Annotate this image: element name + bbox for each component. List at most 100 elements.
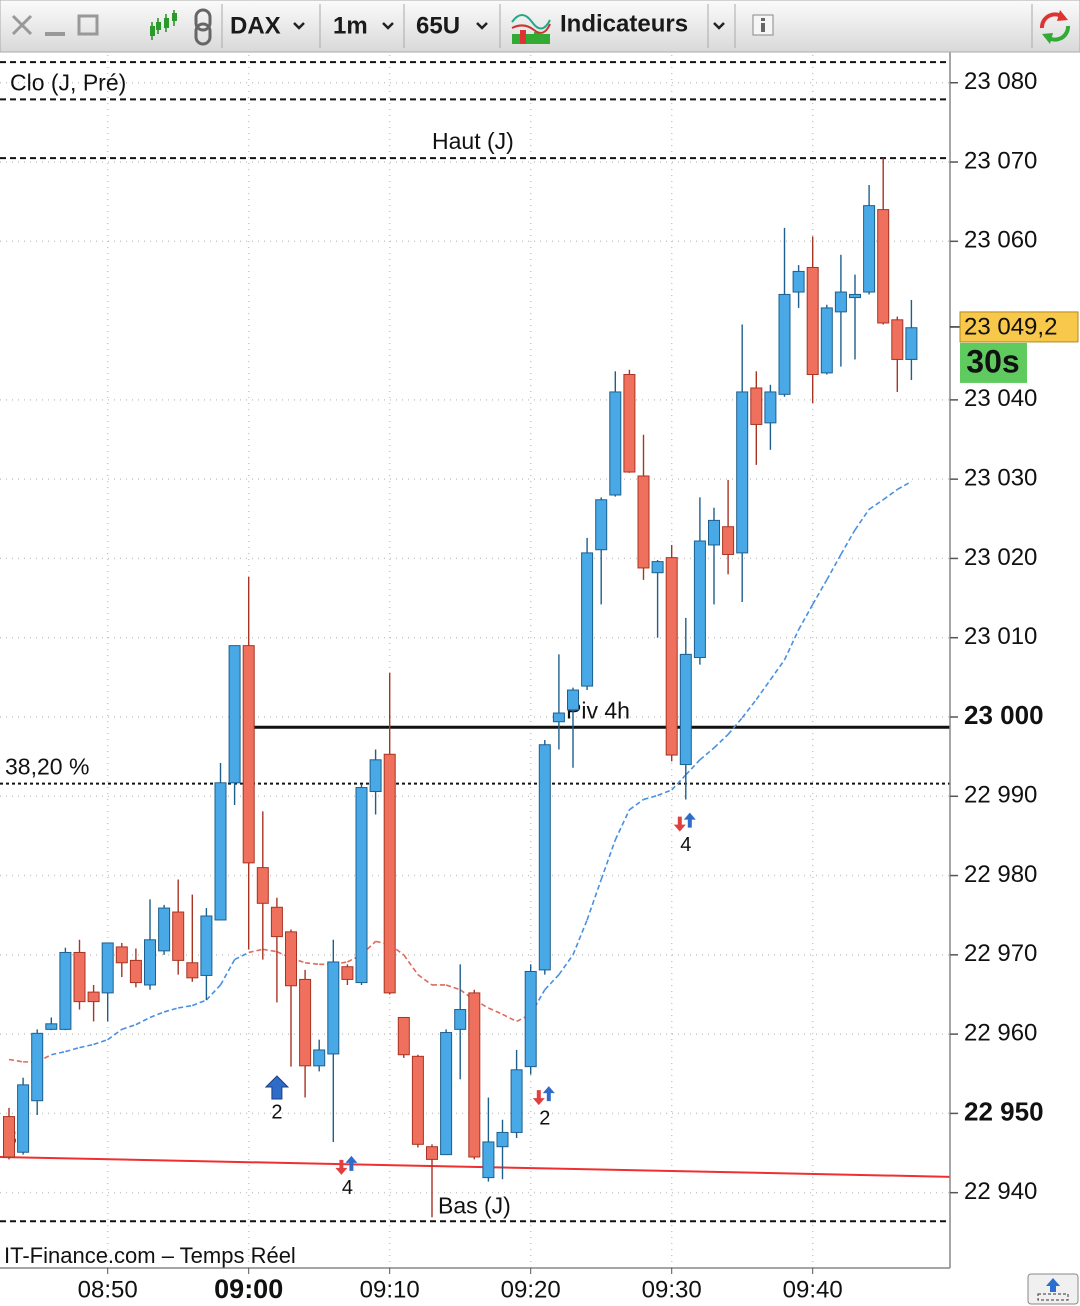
moving-average-segment	[149, 1011, 165, 1019]
moving-average-segment	[445, 984, 461, 991]
candle-body	[3, 1116, 15, 1158]
candle-body	[200, 915, 213, 976]
candle-body	[736, 391, 749, 554]
y-tick-label: 23 040	[964, 385, 1037, 412]
candle-body	[59, 951, 72, 1030]
candle-body	[722, 526, 735, 555]
moving-average-segment	[826, 554, 842, 581]
candle-body	[411, 1055, 424, 1145]
moving-average-segment	[488, 1007, 503, 1016]
candle-body	[496, 1131, 509, 1148]
moving-average-segment	[262, 948, 278, 953]
info-button[interactable]	[752, 14, 774, 36]
refresh-button[interactable]	[1040, 10, 1070, 44]
units-dropdown[interactable]: 65U	[416, 12, 488, 39]
candle-body	[341, 966, 354, 980]
candle-body	[426, 1146, 438, 1160]
signal-arrow-up	[264, 1075, 290, 1100]
moving-average-segment	[107, 1028, 123, 1041]
y-tick-label: 22 960	[964, 1019, 1037, 1046]
moving-average-segment	[797, 604, 814, 631]
indicators: Indicateurs	[560, 10, 688, 37]
candle-body	[214, 782, 227, 921]
level-label: Haut (J)	[432, 128, 514, 154]
moving-average-segment	[713, 733, 729, 749]
candle-body	[820, 307, 833, 374]
x-tick-label: 08:50	[78, 1276, 138, 1303]
candle-body	[101, 942, 114, 994]
footer-source: IT-Finance.com – Temps Réel	[4, 1243, 296, 1268]
moving-average-segment	[459, 989, 475, 1001]
chart-type-button[interactable]	[150, 10, 177, 40]
timer-box	[960, 342, 1027, 383]
candle-body	[581, 552, 594, 687]
moving-average-segment	[135, 1016, 151, 1026]
candle-body	[440, 1032, 453, 1156]
candle-body	[623, 374, 636, 473]
level-label: Bas (J)	[438, 1192, 511, 1218]
candle-body	[708, 519, 720, 546]
candle-body	[115, 946, 128, 964]
y-tick-label: 22 970	[964, 940, 1037, 967]
candle-body	[510, 1069, 523, 1133]
symbol-dropdown[interactable]: DAX	[230, 12, 305, 39]
scroll-button[interactable]	[1027, 1273, 1079, 1305]
signal-arrow-down	[532, 1090, 545, 1106]
maximize-button[interactable]	[77, 14, 99, 36]
candle-body	[863, 205, 876, 293]
moving-average-segment	[163, 1007, 179, 1013]
moving-average-segment	[347, 954, 362, 963]
link-button[interactable]	[194, 8, 212, 46]
x-tick-label: 09:40	[783, 1276, 843, 1303]
moving-average-segment	[544, 974, 560, 991]
moving-average-segment	[685, 759, 701, 776]
candle-body	[609, 391, 622, 496]
candle-body	[834, 291, 847, 313]
moving-average-segment	[769, 659, 786, 681]
candle-body	[792, 270, 805, 293]
moving-average-segment	[643, 794, 658, 801]
candle-body	[87, 991, 100, 1003]
moving-average-segment	[572, 919, 588, 956]
signal-arrow-up	[683, 812, 696, 828]
close-button[interactable]	[11, 14, 33, 36]
candle-body	[552, 712, 565, 723]
trend-line	[0, 1156, 951, 1178]
axes: 22 940 22 950 22 960 22 970 22 980 22 990 23 0…	[78, 68, 1079, 1304]
toolbar: DAX 1m 65U Indicateurs	[0, 0, 1080, 53]
interval-dropdown[interactable]: 1m	[333, 12, 394, 39]
moving-average-segment	[558, 954, 574, 976]
moving-average-segment	[868, 499, 884, 510]
signal-count: 2	[539, 1107, 550, 1129]
moving-average-segment	[403, 954, 419, 976]
moving-average-segment	[192, 999, 207, 1007]
indicators-dropdown[interactable]	[713, 22, 725, 30]
candle-body	[369, 759, 382, 793]
moving-average-segment	[219, 959, 236, 986]
moving-average-segment	[671, 774, 687, 791]
signal-count: 4	[342, 1177, 353, 1199]
moving-average-segment	[248, 948, 263, 954]
minimize-button[interactable]	[45, 32, 65, 36]
candle-body	[355, 787, 368, 984]
signal-arrow-up	[345, 1155, 358, 1171]
candle-body	[665, 557, 678, 756]
candle-body	[17, 1084, 30, 1153]
moving-average-segment	[600, 839, 617, 880]
y-tick-label: 23 070	[964, 147, 1037, 174]
signal-count: 2	[271, 1101, 282, 1123]
moving-average-segment	[755, 679, 772, 701]
moving-average-segment	[854, 508, 870, 531]
candle-body	[186, 962, 199, 979]
candle-body	[778, 293, 791, 395]
candle-body	[327, 961, 340, 1055]
moving-average-segment	[896, 480, 912, 491]
candle-body	[567, 689, 579, 711]
y-tick-label: 22 990	[964, 782, 1037, 809]
moving-average-segment	[8, 1058, 24, 1063]
indicators-button[interactable]: Indicateurs	[511, 10, 688, 44]
symbol: DAX	[230, 12, 281, 39]
